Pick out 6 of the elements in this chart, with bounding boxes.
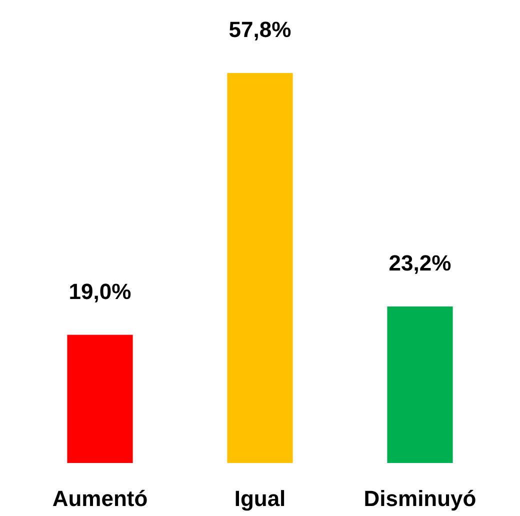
x-tick-label: Disminuyó — [364, 486, 476, 511]
data-label: 19,0% — [68, 278, 132, 304]
x-tick-label: Aumentó — [52, 486, 148, 511]
x-tick-label: Igual — [234, 486, 286, 511]
data-label: 23,2% — [388, 250, 452, 276]
data-label: 57,8% — [228, 17, 292, 42]
